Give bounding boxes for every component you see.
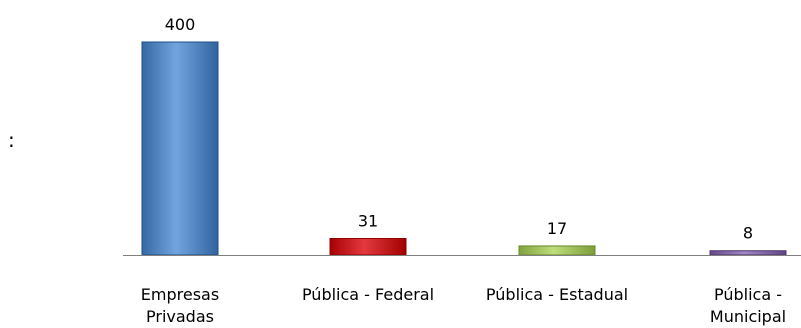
category-label-1: Empresas Privadas — [141, 285, 219, 326]
category-labels-group: Empresas Privadas Pública - Federal Pública… — [141, 285, 786, 326]
category-label-line: Pública - — [714, 285, 782, 304]
category-label-line: Pública - Estadual — [486, 285, 628, 304]
category-label-line: Municipal — [710, 307, 786, 326]
bars-group — [141, 41, 787, 256]
bar-1 — [141, 41, 219, 256]
data-label-4: 8 — [743, 224, 753, 243]
data-label-1: 400 — [165, 15, 196, 34]
bar-4 — [709, 250, 787, 256]
stray-colon: : — [8, 128, 15, 152]
data-label-3: 17 — [547, 219, 567, 238]
bar-2 — [329, 237, 407, 256]
category-label-line: Privadas — [146, 307, 214, 326]
category-label-2: Pública - Federal — [302, 285, 434, 304]
category-label-3: Pública - Estadual — [486, 285, 628, 304]
data-labels-group: 400 31 17 8 — [165, 15, 753, 243]
category-label-line: Empresas — [141, 285, 219, 304]
category-label-line: Pública - Federal — [302, 285, 434, 304]
bar-3 — [518, 245, 596, 256]
data-label-2: 31 — [358, 211, 378, 230]
category-label-4: Pública - Municipal — [710, 285, 786, 326]
